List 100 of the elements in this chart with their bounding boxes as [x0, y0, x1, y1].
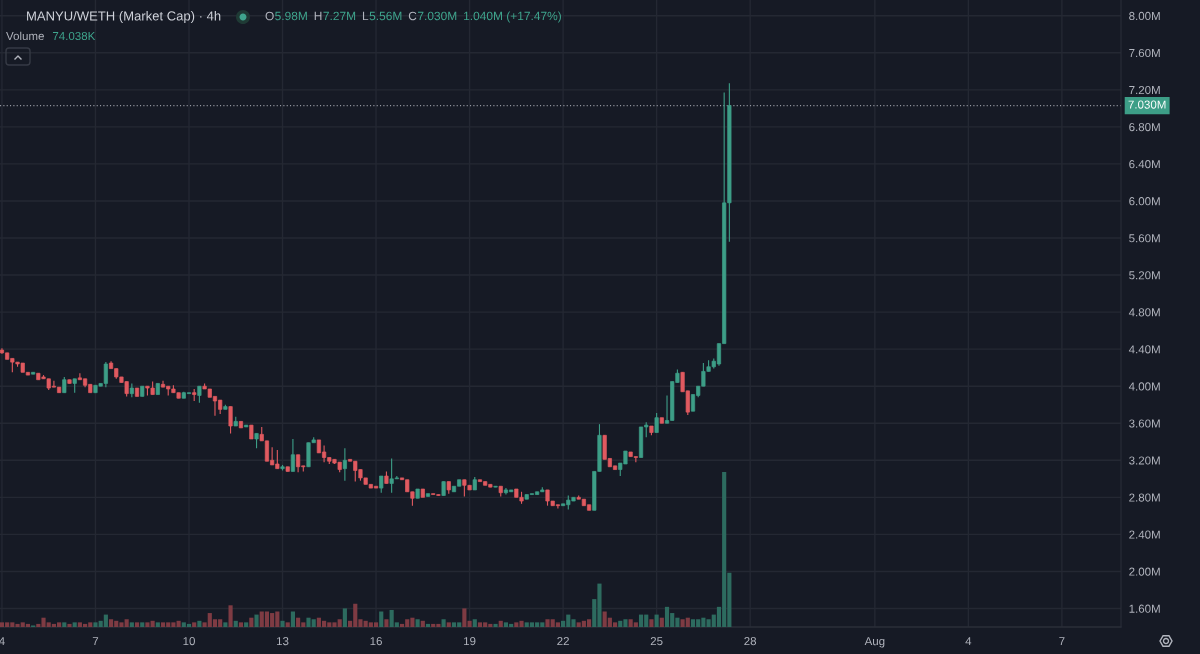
x-tick-label: 19: [464, 637, 476, 646]
bar: [134, 622, 140, 627]
bar: [342, 608, 347, 627]
bar: [446, 622, 451, 627]
bar: [555, 622, 560, 627]
y-tick-label: 4.80M: [1128, 308, 1160, 317]
bar: [108, 619, 114, 627]
bar: [249, 617, 254, 627]
bar: [238, 622, 244, 627]
annotation: 1.040M (+17.47%): [464, 11, 561, 23]
bar: [498, 620, 503, 627]
bar: [425, 623, 431, 627]
y-tick-label: 7.20M: [1129, 85, 1160, 95]
annotation: L: [362, 11, 369, 21]
y-tick-label: 7.60M: [1129, 48, 1160, 58]
annotation: 74.038K: [52, 31, 96, 41]
x-tick-label: 7: [92, 637, 99, 646]
candlestick: [228, 406, 233, 434]
y-tick-label: 6.40M: [1129, 160, 1160, 169]
bar: [451, 622, 457, 627]
bar: [176, 620, 181, 627]
y-tick-label: 4.40M: [1128, 345, 1160, 354]
bar: [290, 611, 295, 627]
bar: [472, 619, 477, 627]
x-tick-label: 10: [183, 637, 195, 646]
annotation: O: [265, 11, 274, 21]
bar: [223, 622, 228, 627]
bar: [280, 620, 285, 627]
y-tick-label: 2.80M: [1129, 493, 1160, 502]
bar: [186, 623, 192, 627]
bar: [503, 622, 509, 627]
x-tick-label: 4: [0, 637, 5, 646]
bar: [67, 623, 72, 627]
annotation: 5.98M: [275, 11, 307, 21]
bar: [654, 614, 659, 627]
bar: [264, 611, 270, 627]
x-tick-label: 22: [557, 637, 569, 646]
x-tick-label: Aug: [864, 637, 885, 648]
y-tick-label: 2.00M: [1129, 567, 1160, 576]
y-tick-label: 5.60M: [1129, 234, 1160, 243]
bar: [244, 622, 249, 627]
bar: [254, 614, 259, 627]
bar: [296, 617, 301, 627]
annotation: H: [314, 11, 322, 21]
candlestick: [654, 412, 659, 434]
ref-line-label: 7.030M: [1128, 100, 1166, 109]
x-tick-label: 25: [650, 637, 663, 646]
y-tick-label: 4.00M: [1128, 382, 1160, 391]
bar: [72, 622, 77, 627]
bar: [62, 622, 67, 627]
bar: [228, 605, 233, 627]
bar: [0, 622, 5, 627]
bar: [373, 622, 379, 627]
bar: [192, 622, 197, 627]
annotation: 7.27M: [323, 11, 356, 21]
bar: [399, 623, 405, 627]
bar: [160, 622, 166, 627]
bar: [155, 622, 160, 627]
bar: [140, 622, 145, 627]
annotation: 7.030M: [417, 11, 457, 21]
bar: [25, 623, 31, 627]
x-tick-label: 4: [965, 637, 972, 646]
y-tick-label: 8.00M: [1129, 11, 1160, 21]
bar: [649, 619, 654, 627]
bar: [233, 620, 238, 627]
bar: [129, 622, 134, 627]
bar: [638, 614, 644, 627]
y-tick-label: 1.60M: [1129, 604, 1160, 613]
bar: [431, 623, 436, 627]
bar: [285, 622, 290, 627]
x-tick-label: 16: [370, 637, 382, 646]
y-tick-label: 5.20M: [1129, 271, 1160, 280]
y-tick-label: 2.40M: [1129, 530, 1160, 539]
bar: [659, 617, 664, 627]
x-tick-label: 7: [1059, 637, 1065, 646]
bar: [493, 623, 498, 627]
bar: [685, 617, 690, 627]
bar: [103, 614, 108, 627]
chart-title: Volume: [6, 31, 44, 41]
bar: [379, 611, 384, 627]
x-tick-label: 28: [744, 637, 757, 646]
bar: [420, 620, 425, 627]
text: MANYU/WETH (Market Cap) · 4h: [27, 10, 221, 24]
bar: [477, 622, 483, 627]
y-tick-label: 3.60M: [1129, 419, 1160, 428]
bar: [197, 620, 202, 627]
x-tick-label: 13: [276, 637, 289, 646]
y-tick-label: 3.20M: [1129, 456, 1160, 465]
candlestick: [342, 447, 347, 482]
annotation: 5.56M: [369, 11, 402, 21]
bar: [664, 606, 670, 627]
bar: [441, 619, 446, 627]
bar: [384, 619, 389, 627]
bar: [690, 619, 696, 627]
y-tick-label: 6.80M: [1129, 123, 1160, 132]
y-tick-label: 6.00M: [1129, 197, 1160, 206]
bar: [415, 619, 420, 627]
candlestick: [290, 438, 295, 472]
bar: [633, 622, 638, 627]
annotation: C: [408, 11, 417, 21]
